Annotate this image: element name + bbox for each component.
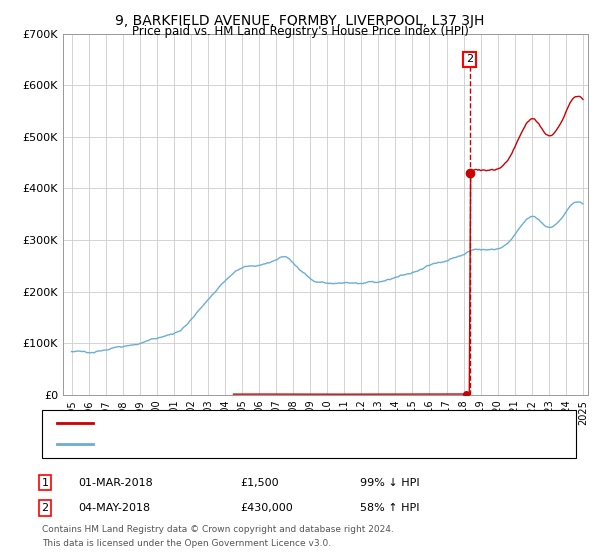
- Text: 58% ↑ HPI: 58% ↑ HPI: [360, 503, 419, 513]
- Text: £430,000: £430,000: [240, 503, 293, 513]
- Text: 2: 2: [41, 503, 49, 513]
- Text: 1: 1: [41, 478, 49, 488]
- Text: HPI: Average price, detached house, Sefton: HPI: Average price, detached house, Seft…: [99, 439, 326, 449]
- Text: Price paid vs. HM Land Registry's House Price Index (HPI): Price paid vs. HM Land Registry's House …: [131, 25, 469, 38]
- Text: 04-MAY-2018: 04-MAY-2018: [78, 503, 150, 513]
- Text: 01-MAR-2018: 01-MAR-2018: [78, 478, 153, 488]
- Text: 9, BARKFIELD AVENUE, FORMBY, LIVERPOOL, L37 3JH (detached house): 9, BARKFIELD AVENUE, FORMBY, LIVERPOOL, …: [99, 418, 470, 428]
- Text: Contains HM Land Registry data © Crown copyright and database right 2024.: Contains HM Land Registry data © Crown c…: [42, 525, 394, 534]
- Text: 2: 2: [466, 54, 473, 64]
- Text: 9, BARKFIELD AVENUE, FORMBY, LIVERPOOL, L37 3JH: 9, BARKFIELD AVENUE, FORMBY, LIVERPOOL, …: [115, 14, 485, 28]
- Text: 99% ↓ HPI: 99% ↓ HPI: [360, 478, 419, 488]
- Text: £1,500: £1,500: [240, 478, 278, 488]
- Text: This data is licensed under the Open Government Licence v3.0.: This data is licensed under the Open Gov…: [42, 539, 331, 548]
